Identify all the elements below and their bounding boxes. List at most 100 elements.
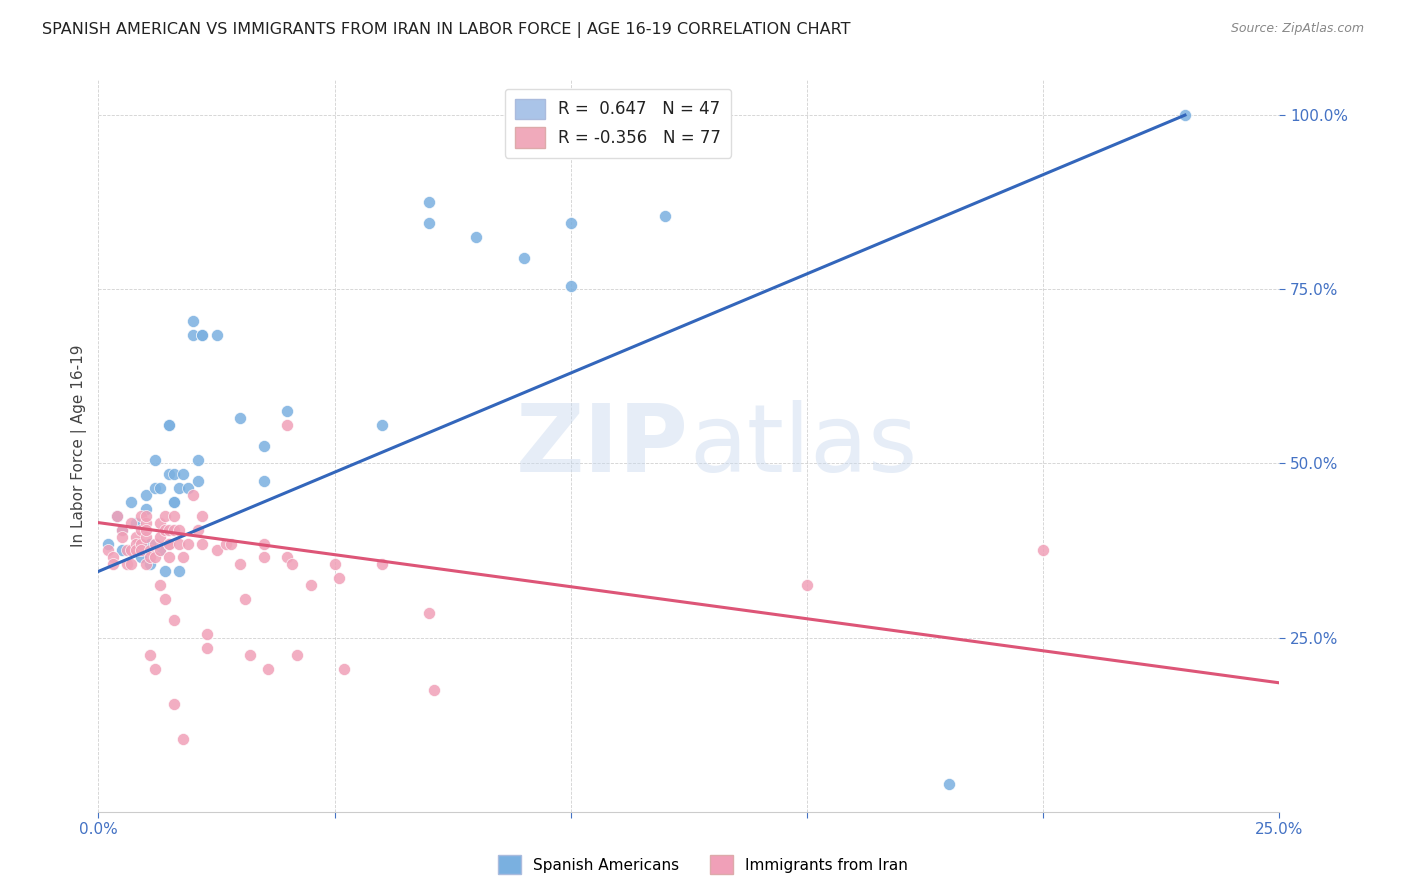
- Point: [125, 536, 148, 550]
- Point: [149, 543, 172, 558]
- Point: [281, 558, 304, 572]
- Point: [167, 481, 190, 495]
- Point: [195, 627, 218, 641]
- Point: [205, 543, 228, 558]
- Point: [111, 523, 134, 537]
- Point: [191, 536, 214, 550]
- Point: [101, 558, 124, 572]
- Point: [253, 474, 276, 488]
- Legend: Spanish Americans, Immigrants from Iran: Spanish Americans, Immigrants from Iran: [492, 849, 914, 880]
- Point: [328, 571, 350, 585]
- Point: [157, 536, 180, 550]
- Point: [149, 543, 172, 558]
- Point: [172, 467, 194, 481]
- Legend: R =  0.647   N = 47, R = -0.356   N = 77: R = 0.647 N = 47, R = -0.356 N = 77: [505, 88, 731, 158]
- Point: [323, 558, 346, 572]
- Point: [139, 536, 162, 550]
- Point: [149, 530, 172, 544]
- Point: [135, 488, 157, 502]
- Point: [233, 592, 256, 607]
- Point: [172, 731, 194, 746]
- Point: [187, 523, 209, 537]
- Point: [239, 648, 262, 662]
- Point: [167, 565, 190, 579]
- Point: [129, 543, 152, 558]
- Text: Source: ZipAtlas.com: Source: ZipAtlas.com: [1230, 22, 1364, 36]
- Point: [276, 418, 298, 433]
- Point: [157, 418, 180, 433]
- Point: [129, 523, 152, 537]
- Point: [177, 481, 200, 495]
- Point: [157, 467, 180, 481]
- Point: [560, 278, 582, 293]
- Point: [371, 558, 394, 572]
- Point: [157, 418, 180, 433]
- Point: [121, 558, 143, 572]
- Point: [125, 516, 148, 530]
- Point: [149, 481, 172, 495]
- Point: [257, 662, 280, 676]
- Point: [129, 508, 152, 523]
- Point: [135, 530, 157, 544]
- Point: [229, 411, 252, 425]
- Point: [129, 536, 152, 550]
- Point: [654, 209, 676, 223]
- Point: [129, 550, 152, 565]
- Point: [229, 558, 252, 572]
- Point: [153, 565, 176, 579]
- Point: [143, 481, 166, 495]
- Point: [135, 516, 157, 530]
- Point: [139, 558, 162, 572]
- Point: [163, 523, 186, 537]
- Point: [125, 543, 148, 558]
- Point: [111, 543, 134, 558]
- Point: [157, 523, 180, 537]
- Point: [191, 508, 214, 523]
- Point: [285, 648, 308, 662]
- Point: [135, 508, 157, 523]
- Point: [253, 550, 276, 565]
- Y-axis label: In Labor Force | Age 16-19: In Labor Force | Age 16-19: [72, 344, 87, 548]
- Point: [560, 216, 582, 230]
- Point: [371, 418, 394, 433]
- Text: atlas: atlas: [689, 400, 917, 492]
- Point: [139, 648, 162, 662]
- Point: [465, 230, 488, 244]
- Point: [135, 523, 157, 537]
- Point: [418, 195, 440, 210]
- Point: [512, 251, 534, 265]
- Point: [153, 592, 176, 607]
- Point: [143, 453, 166, 467]
- Point: [121, 494, 143, 508]
- Point: [333, 662, 356, 676]
- Point: [205, 327, 228, 342]
- Point: [163, 494, 186, 508]
- Point: [149, 516, 172, 530]
- Point: [167, 523, 190, 537]
- Text: SPANISH AMERICAN VS IMMIGRANTS FROM IRAN IN LABOR FORCE | AGE 16-19 CORRELATION : SPANISH AMERICAN VS IMMIGRANTS FROM IRAN…: [42, 22, 851, 38]
- Point: [253, 439, 276, 453]
- Point: [143, 662, 166, 676]
- Point: [101, 550, 124, 565]
- Point: [97, 536, 120, 550]
- Point: [153, 508, 176, 523]
- Point: [157, 536, 180, 550]
- Point: [181, 488, 204, 502]
- Point: [796, 578, 818, 592]
- Point: [418, 606, 440, 620]
- Point: [115, 558, 138, 572]
- Point: [276, 550, 298, 565]
- Point: [143, 550, 166, 565]
- Point: [195, 640, 218, 655]
- Point: [125, 530, 148, 544]
- Point: [163, 613, 186, 627]
- Point: [105, 508, 128, 523]
- Point: [115, 543, 138, 558]
- Point: [121, 516, 143, 530]
- Point: [423, 682, 446, 697]
- Point: [276, 404, 298, 418]
- Point: [181, 313, 204, 327]
- Point: [187, 474, 209, 488]
- Point: [135, 501, 157, 516]
- Point: [167, 536, 190, 550]
